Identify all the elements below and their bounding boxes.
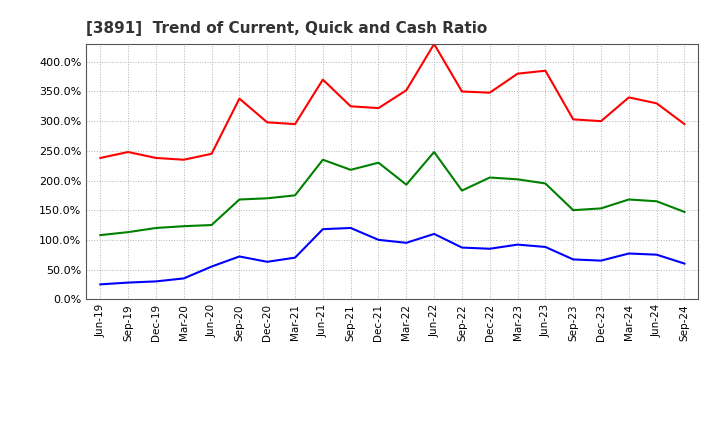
Line: Cash Ratio: Cash Ratio — [100, 228, 685, 284]
Quick Ratio — [235, 197, 243, 202]
Current Ratio — [569, 117, 577, 122]
Cash Ratio — [597, 258, 606, 263]
Cash Ratio — [124, 280, 132, 285]
Current Ratio — [597, 118, 606, 124]
Cash Ratio — [485, 246, 494, 251]
Quick Ratio — [569, 208, 577, 213]
Current Ratio — [374, 106, 383, 111]
Quick Ratio — [346, 167, 355, 172]
Legend: Current Ratio, Quick Ratio, Cash Ratio: Current Ratio, Quick Ratio, Cash Ratio — [189, 438, 595, 440]
Cash Ratio — [96, 282, 104, 287]
Current Ratio — [458, 89, 467, 94]
Cash Ratio — [624, 251, 633, 256]
Quick Ratio — [96, 232, 104, 238]
Quick Ratio — [179, 224, 188, 229]
Current Ratio — [207, 151, 216, 157]
Line: Current Ratio: Current Ratio — [100, 44, 685, 160]
Current Ratio — [541, 68, 550, 73]
Cash Ratio — [179, 276, 188, 281]
Quick Ratio — [624, 197, 633, 202]
Current Ratio — [652, 101, 661, 106]
Cash Ratio — [374, 237, 383, 242]
Quick Ratio — [152, 225, 161, 231]
Quick Ratio — [513, 177, 522, 182]
Current Ratio — [680, 121, 689, 127]
Cash Ratio — [430, 231, 438, 237]
Cash Ratio — [458, 245, 467, 250]
Current Ratio — [179, 157, 188, 162]
Quick Ratio — [402, 182, 410, 187]
Quick Ratio — [291, 193, 300, 198]
Cash Ratio — [291, 255, 300, 260]
Cash Ratio — [263, 259, 271, 264]
Cash Ratio — [569, 257, 577, 262]
Cash Ratio — [152, 279, 161, 284]
Current Ratio — [624, 95, 633, 100]
Current Ratio — [96, 155, 104, 161]
Cash Ratio — [513, 242, 522, 247]
Cash Ratio — [652, 252, 661, 257]
Quick Ratio — [207, 222, 216, 227]
Current Ratio — [124, 149, 132, 154]
Cash Ratio — [402, 240, 410, 246]
Cash Ratio — [541, 244, 550, 249]
Quick Ratio — [124, 230, 132, 235]
Current Ratio — [152, 155, 161, 161]
Quick Ratio — [597, 206, 606, 211]
Quick Ratio — [458, 188, 467, 193]
Current Ratio — [318, 77, 327, 82]
Quick Ratio — [680, 209, 689, 215]
Text: [3891]  Trend of Current, Quick and Cash Ratio: [3891] Trend of Current, Quick and Cash … — [86, 21, 487, 36]
Current Ratio — [346, 104, 355, 109]
Quick Ratio — [541, 181, 550, 186]
Current Ratio — [235, 96, 243, 101]
Cash Ratio — [207, 264, 216, 269]
Current Ratio — [485, 90, 494, 95]
Line: Quick Ratio: Quick Ratio — [100, 152, 685, 235]
Current Ratio — [291, 121, 300, 127]
Quick Ratio — [430, 149, 438, 154]
Quick Ratio — [652, 198, 661, 204]
Cash Ratio — [680, 261, 689, 266]
Current Ratio — [263, 120, 271, 125]
Cash Ratio — [346, 225, 355, 231]
Quick Ratio — [263, 196, 271, 201]
Current Ratio — [402, 88, 410, 93]
Quick Ratio — [374, 160, 383, 165]
Current Ratio — [513, 71, 522, 76]
Quick Ratio — [485, 175, 494, 180]
Quick Ratio — [318, 157, 327, 162]
Cash Ratio — [235, 254, 243, 259]
Cash Ratio — [318, 227, 327, 232]
Current Ratio — [430, 41, 438, 47]
